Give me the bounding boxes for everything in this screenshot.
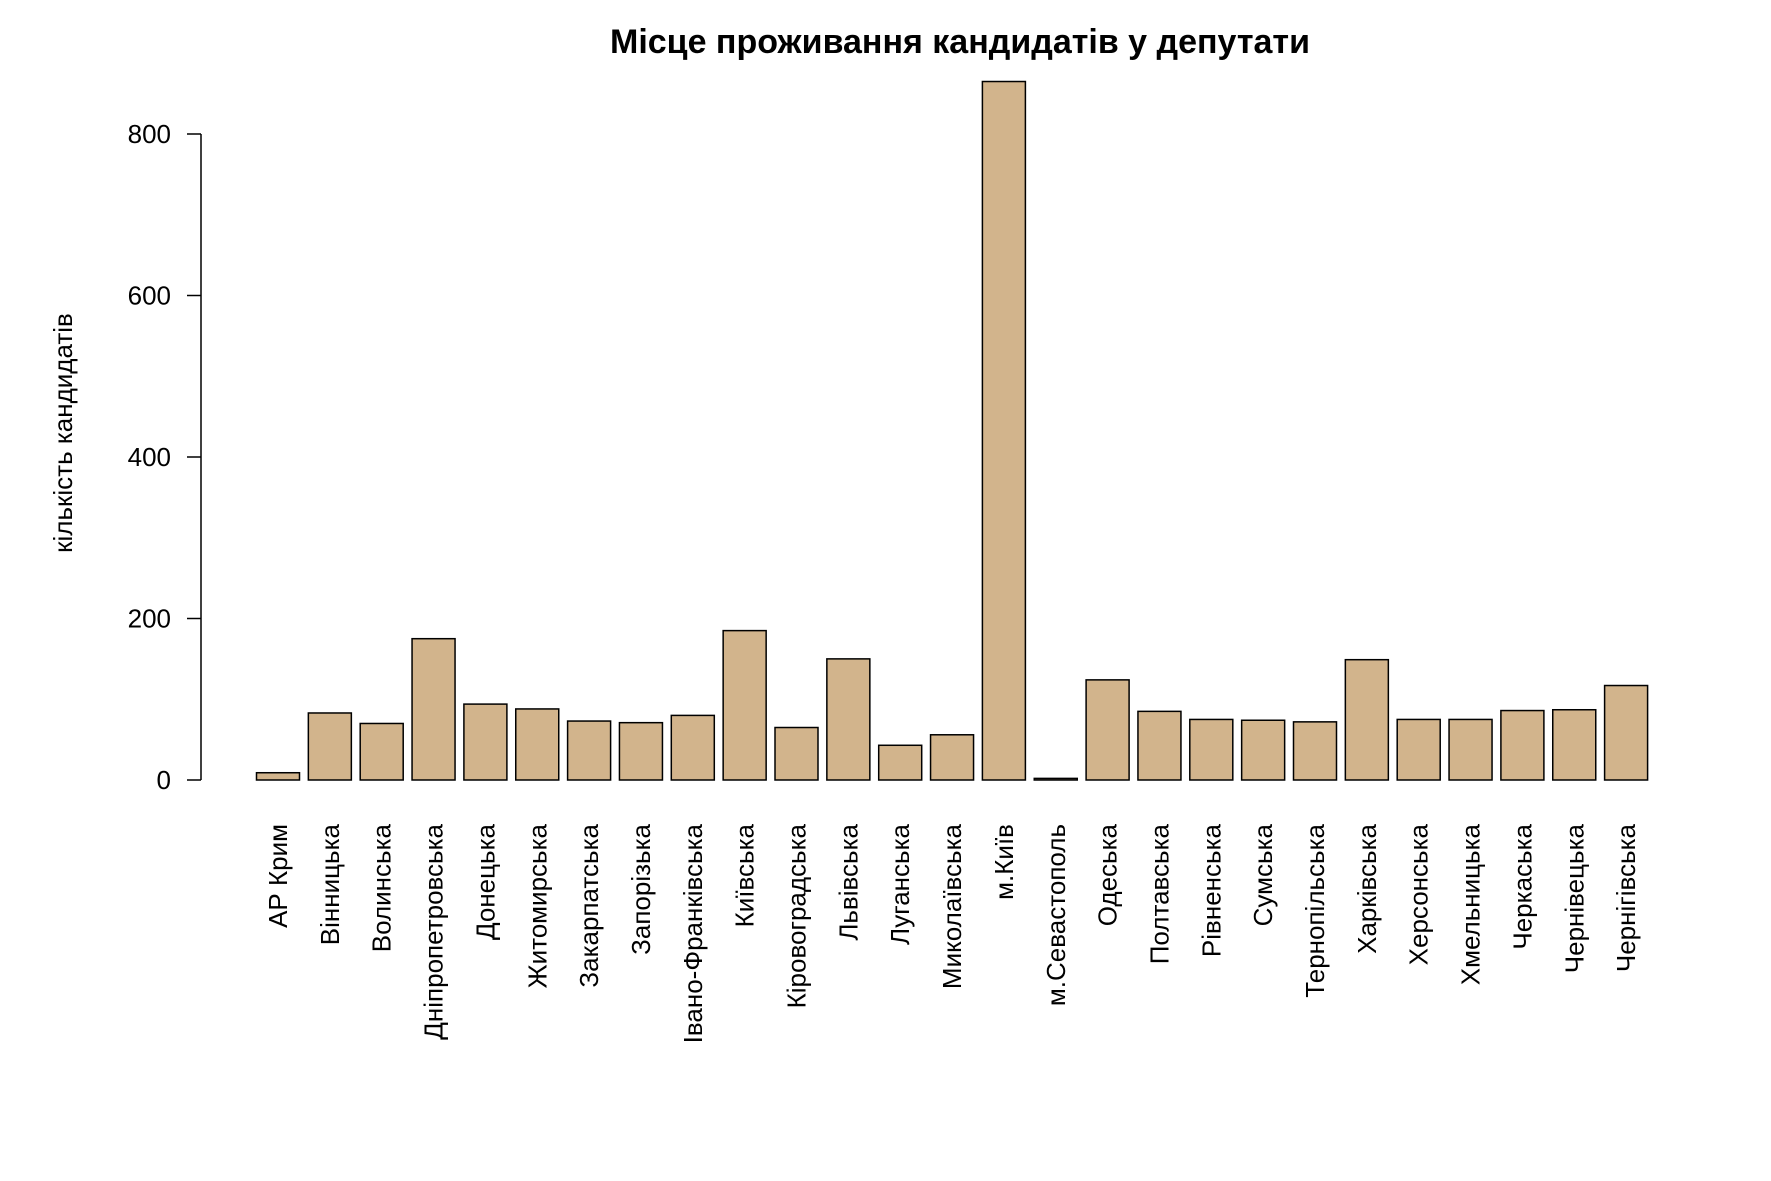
- category-label: АР Крим: [263, 824, 293, 928]
- bar: [670, 714, 716, 781]
- category-label: Луганська: [885, 823, 915, 945]
- bar: [1137, 710, 1182, 781]
- category-label: Львівська: [833, 823, 863, 940]
- bar: [826, 658, 871, 781]
- category-label: Закарпатська: [574, 823, 604, 987]
- bar: [566, 720, 612, 781]
- category-label: Тернопільська: [1300, 823, 1330, 997]
- bar: [1500, 709, 1545, 781]
- bar: [1552, 708, 1597, 781]
- category-label: м.Київ: [989, 824, 1019, 900]
- bar: [1344, 658, 1390, 781]
- category-label: Чернігівська: [1611, 823, 1641, 972]
- category-label: Полтавська: [1144, 823, 1174, 964]
- bar: [1603, 684, 1649, 781]
- bar: [307, 712, 353, 781]
- y-axis-title: кількість кандидатів: [48, 313, 78, 553]
- category-label: Чернівецька: [1559, 823, 1589, 973]
- bar: [1448, 718, 1493, 781]
- category-label: м.Севастополь: [1041, 824, 1071, 1006]
- category-label: Миколаївська: [937, 823, 967, 989]
- bar: [1085, 679, 1130, 781]
- bar: [463, 703, 508, 781]
- category-label: Одеська: [1093, 823, 1123, 926]
- chart-title: Місце проживання кандидатів у депутати: [610, 23, 1310, 61]
- bar: [1292, 721, 1338, 781]
- category-label: Житомирська: [522, 823, 552, 988]
- category-label: Харківська: [1352, 823, 1382, 953]
- bar: [1189, 718, 1234, 781]
- category-label: Івано-Франківська: [678, 823, 708, 1043]
- bar: [774, 726, 819, 781]
- bar: [1033, 777, 1078, 781]
- category-label: Київська: [730, 823, 760, 927]
- category-label: Дніпропетровська: [419, 823, 449, 1039]
- y-tick-label: 0: [157, 765, 171, 795]
- bar: [359, 722, 404, 781]
- category-label: Волинська: [367, 823, 397, 952]
- bar: [411, 637, 456, 781]
- category-label: Кіровоградська: [782, 823, 812, 1008]
- category-label: Хмельницька: [1456, 823, 1486, 985]
- y-tick-label: 800: [128, 119, 171, 149]
- bars-group: [255, 80, 1649, 781]
- bar: [618, 721, 664, 781]
- bar: [877, 744, 923, 781]
- category-label: Запорізька: [626, 823, 656, 954]
- category-label: Херсонська: [1404, 823, 1434, 965]
- bar: [1396, 718, 1441, 781]
- bar: [981, 80, 1027, 781]
- category-label: Сумська: [1248, 823, 1278, 926]
- bar: [929, 734, 975, 781]
- category-label: Черкаська: [1507, 823, 1537, 949]
- category-label: Рівненська: [1196, 823, 1226, 957]
- bar: [722, 629, 767, 781]
- category-labels: АР Крим Вінницька Волинська Дніпропетровськ…: [263, 823, 1641, 1043]
- bar: [255, 771, 301, 781]
- y-tick-label: 200: [128, 604, 171, 634]
- y-tick-label: 400: [128, 442, 171, 472]
- bar: [1240, 719, 1286, 781]
- category-label: Вінницька: [315, 823, 345, 945]
- bar: [515, 708, 560, 781]
- y-tick-label: 600: [128, 281, 171, 311]
- category-label: Донецька: [470, 823, 500, 940]
- y-axis: 0 200 400 600 800: [128, 119, 202, 795]
